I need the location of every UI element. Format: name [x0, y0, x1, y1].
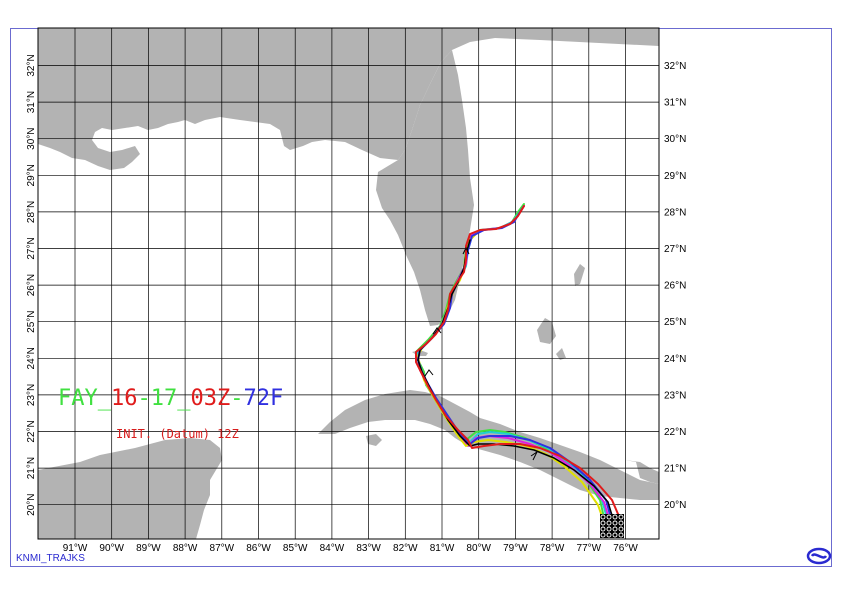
chart-title: FAY_16-17_03Z-72F [58, 386, 283, 411]
lat-tick-label: 26°N [26, 274, 37, 296]
knmi-logo-icon [806, 547, 832, 565]
lon-tick-label: 83°W [356, 543, 381, 554]
direction-markers [424, 246, 539, 461]
title-part-4: 03Z [190, 386, 231, 411]
title-part-2: 16 [110, 386, 138, 411]
lon-tick-label: 88°W [173, 543, 198, 554]
lat-tick-label: 32°N [26, 54, 37, 76]
lon-tick-label: 91°W [63, 543, 88, 554]
start-point-marker [618, 526, 624, 532]
start-cluster-bg [600, 514, 624, 538]
start-point-marker [606, 532, 612, 538]
lon-labels: 91°W 90°W 89°W 88°W 87°W 86°W 85°W 84°W 83°W 82°W… [63, 543, 639, 554]
arrow-marker [432, 327, 442, 335]
lon-tick-label: 81°W [430, 543, 455, 554]
arrow-marker [530, 450, 539, 461]
plot-border [37, 27, 660, 540]
lon-tick-label: 82°W [393, 543, 418, 554]
lat-tick-label: 22°N [664, 427, 686, 438]
arrow-marker [424, 369, 434, 377]
lat-tick-label: 21°N [26, 457, 37, 479]
lon-tick-label: 85°W [283, 543, 308, 554]
lon-tick-label: 90°W [99, 543, 124, 554]
land-bahamas-small [556, 348, 566, 360]
lat-lon-grid [38, 28, 659, 539]
lat-tick-label: 27°N [26, 237, 37, 259]
arrow-marker [462, 246, 470, 255]
lat-tick-label: 25°N [26, 311, 37, 333]
title-part-3: -17_ [137, 386, 191, 411]
start-point-marker [600, 520, 606, 526]
land-yucatan [38, 438, 222, 539]
lat-tick-label: 23°N [26, 384, 37, 406]
lon-tick-label: 84°W [320, 543, 345, 554]
lat-tick-label: 28°N [26, 201, 37, 223]
lat-tick-label: 23°N [664, 390, 686, 401]
lat-tick-label: 30°N [26, 128, 37, 150]
lon-tick-label: 87°W [210, 543, 235, 554]
lon-tick-label: 78°W [540, 543, 565, 554]
start-point-marker [612, 532, 618, 538]
start-points [600, 514, 624, 538]
lon-tick-label: 76°W [613, 543, 638, 554]
start-point-marker [612, 526, 618, 532]
footer-label: KNMI_TRAJKS [16, 553, 85, 564]
title-part-5: - [230, 386, 244, 411]
lat-tick-label: 31°N [664, 98, 686, 109]
start-point-marker [606, 514, 612, 520]
land-bahamas-andros [537, 318, 556, 344]
lat-tick-label: 24°N [26, 347, 37, 369]
lat-labels-left: 32°N 31°N 30°N 29°N 28°N 27°N 26°N 25°N 24°N 23°N… [26, 54, 37, 516]
lat-tick-label: 29°N [664, 171, 686, 182]
chart-subtitle: INIT. (Datum) 12Z [116, 427, 239, 441]
lon-tick-label: 79°W [503, 543, 528, 554]
lon-tick-label: 80°W [466, 543, 491, 554]
lat-tick-label: 27°N [664, 244, 686, 255]
lat-tick-label: 29°N [26, 164, 37, 186]
start-point-marker [606, 520, 612, 526]
start-point-marker [612, 514, 618, 520]
lat-tick-label: 32°N [664, 61, 686, 72]
trajectory-red [415, 205, 619, 515]
land-bahamas-north [574, 264, 585, 286]
title-part-6: 72F [243, 386, 284, 411]
start-point-marker [600, 526, 606, 532]
start-point-marker [618, 514, 624, 520]
trajectories [415, 203, 619, 523]
start-point-marker [618, 532, 624, 538]
land-hispaniola [625, 460, 659, 484]
lon-tick-label: 89°W [136, 543, 161, 554]
title-part-1: FAY_ [58, 386, 111, 411]
lat-tick-label: 21°N [664, 464, 686, 475]
land-florida [376, 50, 474, 326]
start-point-marker [606, 526, 612, 532]
lat-labels-right: 32°N 31°N 30°N 29°N 28°N 27°N 26°N 25°N 24°N 23°N… [664, 61, 686, 511]
lon-tick-label: 77°W [577, 543, 602, 554]
start-point-marker [612, 520, 618, 526]
start-point-marker [600, 514, 606, 520]
lon-tick-label: 86°W [246, 543, 271, 554]
start-point-marker [618, 520, 624, 526]
lat-tick-label: 25°N [664, 317, 686, 328]
lat-tick-label: 30°N [664, 134, 686, 145]
land-isla-juventud [366, 434, 382, 446]
start-point-marker [600, 532, 606, 538]
lat-tick-label: 26°N [664, 281, 686, 292]
land-us-gulf-coast [38, 28, 659, 170]
lat-tick-label: 20°N [26, 494, 37, 516]
lat-tick-label: 24°N [664, 354, 686, 365]
lat-tick-label: 20°N [664, 500, 686, 511]
lat-tick-label: 31°N [26, 91, 37, 113]
lat-tick-label: 22°N [26, 420, 37, 442]
lat-tick-label: 28°N [664, 207, 686, 218]
